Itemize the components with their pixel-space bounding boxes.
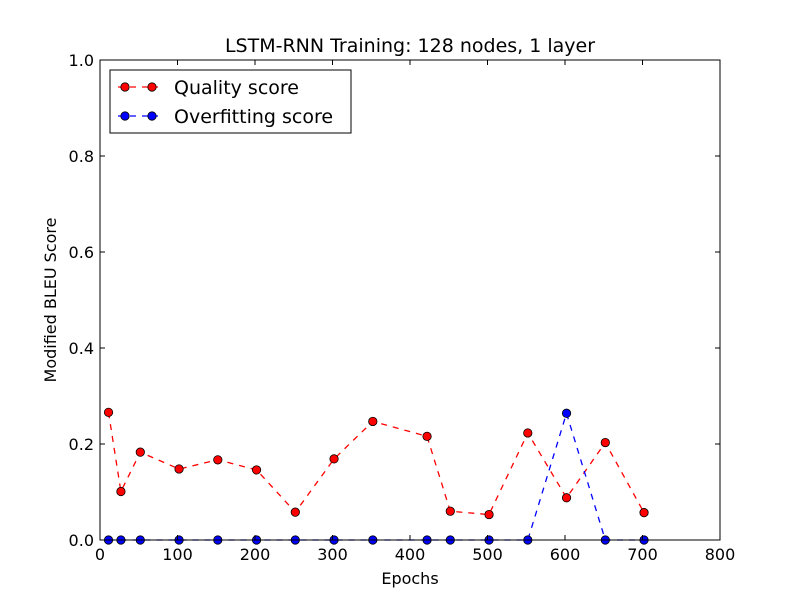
x-tick-label: 500 [472,545,503,564]
legend-marker-overfitting [147,111,157,121]
data-point-quality-score [251,465,262,475]
data-point-quality-score [135,447,145,457]
y-axis-title: Modified BLEU Score [41,218,60,383]
x-tick-label: 700 [627,545,658,564]
x-tick-label: 300 [317,545,348,564]
data-point-quality-score [174,464,184,474]
data-point-quality-score [329,454,339,464]
legend-marker-quality [147,82,157,92]
data-point-quality-score [290,507,300,517]
x-tick-label: 100 [162,545,193,564]
legend-label-quality: Quality score [174,77,299,99]
x-tick-label: 600 [550,545,581,564]
legend-label-overfitting: Overfitting score [174,106,333,128]
data-point-quality-score [600,437,610,448]
data-point-quality-score [639,508,649,518]
data-point-quality-score [103,407,114,417]
plot-area [100,60,720,540]
y-tick-label: 0.2 [69,435,94,454]
data-point-quality-score [484,509,494,520]
y-tick-label: 0.0 [69,531,94,550]
series-line-quality-score [107,412,645,516]
tick-layer: 0 100 200 300 400 500 600 700 800 0.0 0.2 0.4 0.6 0.8… [69,51,736,564]
data-point-quality-score [422,431,432,441]
legend-box [109,69,352,134]
data-point-quality-score [116,486,126,497]
data-point-quality-score [445,506,455,516]
x-tick-label: 800 [705,545,736,564]
data-point-quality-score [561,493,572,503]
y-tick-label: 1.0 [69,51,94,70]
data-point-quality-score [523,428,533,438]
y-tick-label: 0.6 [69,243,94,262]
x-axis-title: Epochs [381,569,438,588]
x-tick-label: 0 [95,545,105,564]
x-tick-label: 200 [240,545,271,564]
chart-title: LSTM-RNN Training: 128 nodes, 1 layer [225,35,595,57]
x-tick-label: 400 [395,545,426,564]
plot-frame [99,59,721,541]
y-tick-label: 0.8 [69,147,94,166]
data-point-quality-score [213,455,223,465]
legend: Quality score Overfitting score [109,69,352,134]
data-point-quality-score [368,416,378,427]
legend-marker-quality [120,82,130,92]
y-tick-label: 0.4 [69,339,94,358]
legend-marker-overfitting [120,111,130,121]
data-point-overfitting-score [561,408,572,418]
